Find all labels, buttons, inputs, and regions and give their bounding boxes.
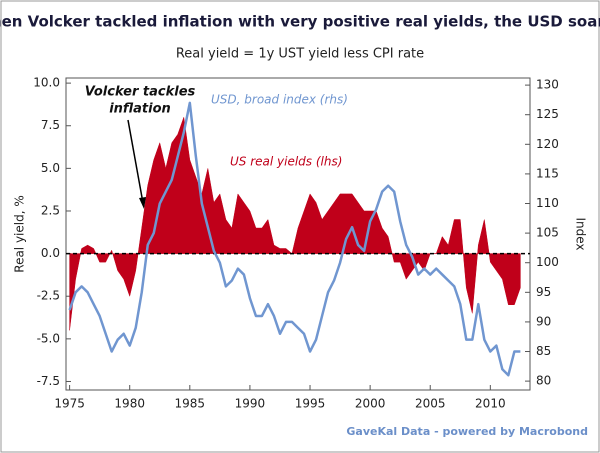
y2-tick-label: 125: [536, 107, 559, 121]
chart-subtitle: Real yield = 1y UST yield less CPI rate: [176, 47, 424, 62]
x-tick-label: 1995: [295, 397, 326, 411]
x-tick-label: 1985: [175, 397, 206, 411]
real-yield-area: [69, 117, 521, 331]
y-tick-label: -7.5: [37, 374, 60, 388]
y2-tick-label: 90: [536, 314, 551, 328]
annotation: inflation: [109, 102, 171, 117]
x-tick-label: 2005: [415, 397, 446, 411]
y-tick-label: 5.0: [41, 161, 60, 175]
x-tick-label: 1975: [54, 397, 85, 411]
annotation: Volcker tackles: [85, 85, 196, 100]
annotation-arrow: [127, 119, 144, 204]
y2-tick-label: 130: [536, 78, 559, 92]
x-tick-label: 1990: [235, 397, 266, 411]
plot-area: [65, 77, 531, 391]
y2-tick-label: 95: [536, 285, 551, 299]
series-label: USD, broad index (rhs): [211, 93, 348, 107]
x-tick-label: 1980: [114, 397, 145, 411]
y-tick-label: -5.0: [37, 331, 60, 345]
series-label: US real yields (lhs): [230, 155, 342, 169]
y2-tick-label: 105: [536, 226, 559, 240]
y-tick-label: 7.5: [41, 118, 60, 132]
y2-tick-label: 85: [536, 344, 551, 358]
usd-index-line: [68, 101, 521, 377]
annotation-arrowhead: [139, 197, 146, 209]
y2-tick-label: 115: [536, 166, 559, 180]
y-tick-label: -2.5: [37, 289, 60, 303]
y2-tick-label: 80: [536, 374, 551, 388]
y-axis-label: Real yield, %: [13, 195, 27, 272]
x-tick-label: 2010: [475, 397, 506, 411]
y2-tick-label: 100: [536, 255, 559, 269]
y2-axis-label: Index: [574, 217, 588, 250]
y-tick-label: 0.0: [41, 246, 60, 260]
y2-tick-label: 120: [536, 137, 559, 151]
y-tick-label: 10.0: [33, 76, 60, 90]
y-tick-label: 2.5: [41, 203, 60, 217]
y2-tick-label: 110: [536, 196, 559, 210]
chart-title: When Volcker tackled inflation with very…: [0, 13, 600, 31]
x-tick-label: 2000: [355, 397, 386, 411]
source-note: GaveKal Data - powered by Macrobond: [346, 425, 588, 438]
